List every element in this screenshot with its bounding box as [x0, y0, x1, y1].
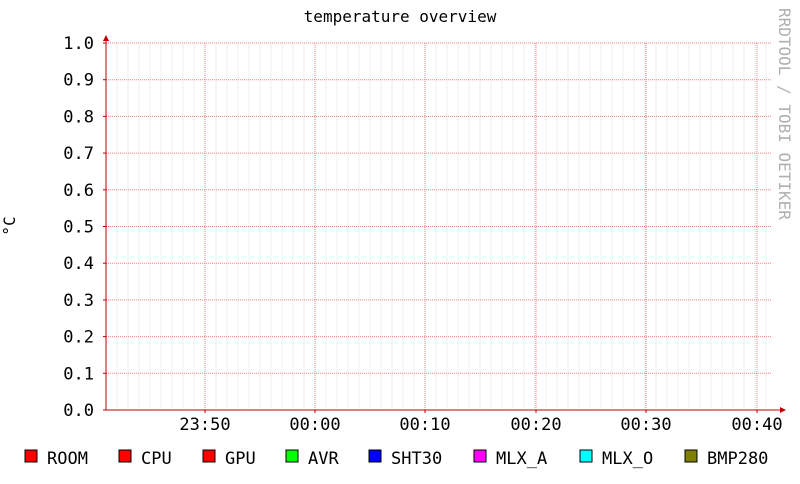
- x-tick-label: 00:20: [510, 415, 561, 435]
- x-tick-label: 00:30: [620, 415, 671, 435]
- legend-label: AVR: [308, 449, 339, 469]
- legend-swatch: [24, 449, 38, 463]
- legend-item: CPU: [118, 449, 172, 469]
- legend-label: CPU: [141, 449, 172, 469]
- legend-label: SHT30: [391, 449, 442, 469]
- legend-item: GPU: [202, 449, 256, 469]
- y-tick-label: 0.5: [63, 218, 94, 238]
- y-tick-label: 0.7: [63, 144, 94, 164]
- legend-swatch: [473, 449, 487, 463]
- legend-item: MLX_A: [473, 449, 547, 469]
- x-tick-label: 00:40: [731, 415, 782, 435]
- y-axis-arrow: [103, 35, 109, 41]
- watermark: RRDTOOL / TOBI OETIKER: [775, 8, 794, 220]
- legend-label: ROOM: [47, 449, 88, 469]
- x-tick-label: 00:00: [289, 415, 340, 435]
- legend-swatch: [684, 449, 698, 463]
- legend-swatch: [579, 449, 593, 463]
- y-axis-label: °C: [0, 216, 19, 235]
- y-tick-label: 0.1: [63, 364, 94, 384]
- y-tick-label: 0.8: [63, 107, 94, 127]
- legend-swatch: [202, 449, 216, 463]
- grid: [106, 42, 772, 410]
- legend-swatch: [118, 449, 132, 463]
- x-tick-labels: 23:50 00:00 00:10 00:20 00:30 00:40: [179, 415, 782, 435]
- y-tick-label: 0.2: [63, 328, 94, 348]
- legend-item: AVR: [285, 449, 339, 469]
- y-tick-label: 0.9: [63, 71, 94, 91]
- legend-item: BMP280: [684, 449, 768, 469]
- legend-item: ROOM: [24, 449, 88, 469]
- x-tick-label: 00:10: [399, 415, 450, 435]
- x-axis-arrow: [780, 407, 786, 413]
- chart-title: temperature overview: [304, 7, 497, 26]
- axes: [103, 35, 786, 413]
- x-tick-label: 23:50: [179, 415, 230, 435]
- y-tick-label: 0.0: [63, 401, 94, 421]
- y-tick-label: 0.3: [63, 291, 94, 311]
- legend-item: SHT30: [368, 449, 442, 469]
- legend: ROOM CPU GPU AVR SHT30 MLX_A MLX_O BMP280: [24, 449, 768, 469]
- legend-label: BMP280: [707, 449, 768, 469]
- legend-label: GPU: [225, 449, 256, 469]
- legend-item: MLX_O: [579, 449, 653, 469]
- legend-swatch: [368, 449, 382, 463]
- legend-label: MLX_O: [602, 449, 653, 469]
- legend-label: MLX_A: [496, 449, 547, 469]
- y-tick-labels: 0.0 0.1 0.2 0.3 0.4 0.5 0.6 0.7 0.8 0.9 1.0: [63, 34, 94, 421]
- y-tick-label: 0.4: [63, 254, 94, 274]
- legend-swatch: [285, 449, 299, 463]
- y-tick-label: 1.0: [63, 34, 94, 54]
- y-tick-label: 0.6: [63, 181, 94, 201]
